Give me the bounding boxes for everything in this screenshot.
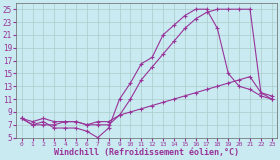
X-axis label: Windchill (Refroidissement éolien,°C): Windchill (Refroidissement éolien,°C) — [54, 148, 239, 157]
